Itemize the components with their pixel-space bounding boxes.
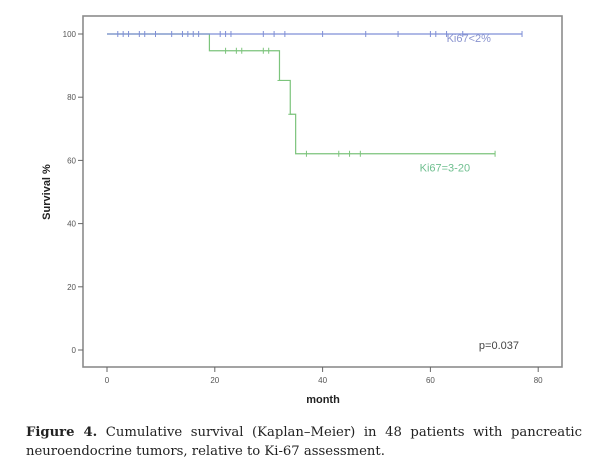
y-axis-title: Survival % xyxy=(41,164,53,220)
y-tick-label: 20 xyxy=(67,283,76,292)
label-ki67-lt-2: Ki67<2% xyxy=(447,33,492,45)
survival-step-line xyxy=(107,33,496,155)
figure-caption: Figure 4. Cumulative survival (Kaplan–Me… xyxy=(26,423,582,461)
x-tick-label: 0 xyxy=(105,376,110,385)
x-axis-ticks: 0 20 40 60 80 xyxy=(105,367,543,385)
series-ki67-3-20 xyxy=(107,33,496,157)
y-tick-label: 80 xyxy=(67,93,76,102)
y-tick-label: 40 xyxy=(67,220,76,229)
x-tick-label: 40 xyxy=(318,376,327,385)
y-tick-label: 0 xyxy=(72,346,77,355)
plot-frame xyxy=(82,15,563,368)
x-tick-label: 20 xyxy=(210,376,219,385)
x-tick-label: 60 xyxy=(426,376,435,385)
label-ki67-3-20: Ki67=3-20 xyxy=(420,162,470,174)
caption-text: Cumulative survival (Kaplan–Meier) in 48… xyxy=(26,425,582,459)
x-tick-label: 80 xyxy=(534,376,543,385)
series-ki67-lt-2 xyxy=(107,31,523,37)
figure-label: Figure 4. xyxy=(26,425,98,440)
y-axis-ticks: 0 20 40 60 80 100 xyxy=(63,30,83,355)
y-tick-label: 60 xyxy=(67,156,76,165)
x-axis-title: month xyxy=(306,394,340,406)
series-layer xyxy=(107,31,523,157)
y-tick-label: 100 xyxy=(63,30,77,39)
p-value-label: p=0.037 xyxy=(479,340,519,352)
annotation-layer: Ki67<2% Ki67=3-20 p=0.037 xyxy=(420,33,519,352)
kaplan-meier-chart: 0 20 40 60 80 0 20 40 60 80 100 Ki67<2% Ki67=3-20 p… xyxy=(41,15,563,406)
